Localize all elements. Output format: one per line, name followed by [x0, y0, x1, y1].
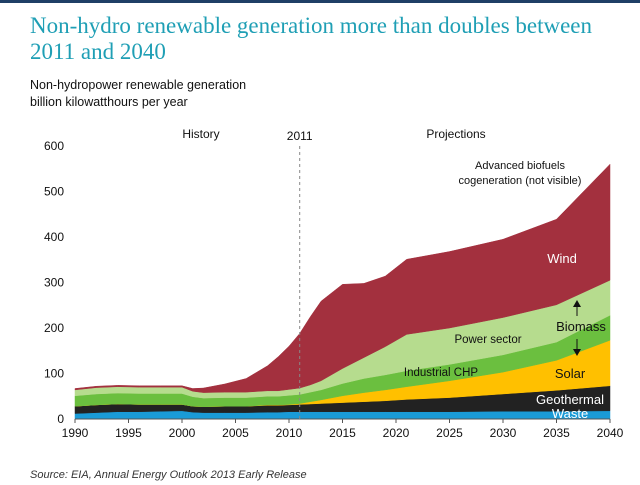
- y-tick-label: 0: [57, 412, 64, 426]
- label-history: History: [182, 127, 219, 141]
- x-tick-label: 1990: [62, 426, 89, 440]
- chart-subtitle: Non-hydropower renewable generation bill…: [30, 77, 246, 111]
- source-note: Source: EIA, Annual Energy Outlook 2013 …: [30, 469, 307, 481]
- label-waste: Waste: [552, 406, 588, 421]
- x-tick-label: 1995: [115, 426, 142, 440]
- label-biomass: Biomass: [556, 319, 606, 334]
- y-tick-label: 200: [44, 321, 64, 335]
- biomass-arrow-up-head: [573, 300, 581, 307]
- y-tick-label: 600: [44, 139, 64, 153]
- x-tick-label: 2030: [490, 426, 517, 440]
- subtitle-line-2: billion kilowatthours per year: [30, 95, 188, 109]
- label-solar: Solar: [555, 366, 586, 381]
- label-power-sector: Power sector: [454, 334, 521, 346]
- area-layers: [74, 163, 611, 420]
- x-tick-label: 2020: [383, 426, 410, 440]
- area-wind: [74, 163, 611, 393]
- page-title: Non-hydro renewable generation more than…: [30, 13, 593, 64]
- label-geothermal: Geothermal: [536, 392, 604, 407]
- x-tick-label: 2035: [543, 426, 570, 440]
- area-waste: [74, 410, 611, 420]
- y-tick-label: 400: [44, 230, 64, 244]
- x-tick-label: 2040: [597, 426, 624, 440]
- y-tick-label: 500: [44, 185, 64, 199]
- label-divider-year: 2011: [287, 129, 313, 143]
- biomass-arrow-down-head: [573, 349, 581, 356]
- y-tick-label: 100: [44, 367, 64, 381]
- label-advanced-biofuels: Advanced biofuels: [475, 160, 565, 172]
- x-tick-label: 2005: [222, 426, 249, 440]
- label-industrial-chp: Industrial CHP: [404, 367, 478, 379]
- y-tick-label: 300: [44, 276, 64, 290]
- label-advanced-cogeneration: cogeneration (not visible): [459, 175, 582, 187]
- x-tick-label: 2025: [436, 426, 463, 440]
- x-tick-label: 2000: [169, 426, 196, 440]
- x-tick-label: 2010: [276, 426, 303, 440]
- top-accent-bar: [0, 0, 640, 3]
- label-wind: Wind: [547, 251, 577, 266]
- chart-annotations: History 2011 Projections Advanced biofuels c…: [182, 127, 606, 421]
- subtitle-line-1: Non-hydropower renewable generation: [30, 78, 247, 92]
- axes: 1990 1995 2000 2005 2010 2015 2020 2025 2030 2035…: [44, 139, 624, 440]
- label-projections: Projections: [426, 127, 485, 141]
- x-tick-label: 2015: [329, 426, 356, 440]
